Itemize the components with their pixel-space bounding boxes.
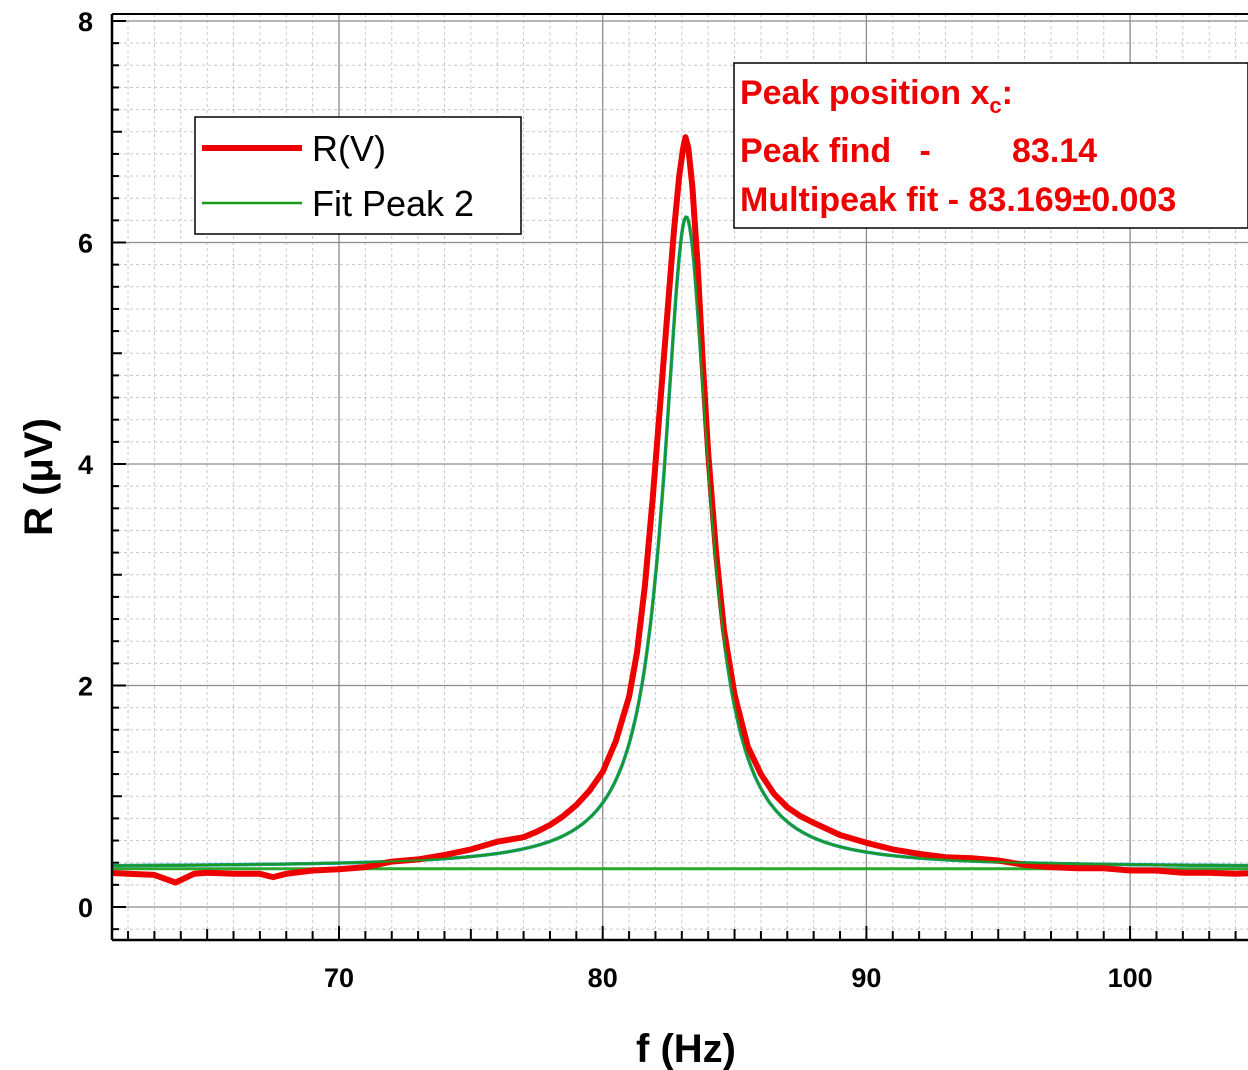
legend-label-r-v: R(V) bbox=[312, 128, 386, 169]
legend: R(V) Fit Peak 2 bbox=[194, 116, 522, 235]
y-tick-labels: 0 2 4 6 8 bbox=[78, 7, 93, 923]
x-tick-label: 80 bbox=[588, 963, 618, 993]
y-tick-label: 2 bbox=[78, 672, 93, 702]
peak-annotation: Peak position xc: Peak find - 83.14 Mult… bbox=[733, 62, 1248, 229]
annotation-peak-find-label: Peak find - bbox=[740, 132, 931, 170]
annotation-title: Peak position xc: bbox=[740, 74, 1013, 118]
x-axis-title: f (Hz) bbox=[636, 1027, 736, 1070]
y-tick-label: 6 bbox=[78, 229, 93, 259]
annotation-multipeak-fit: Multipeak fit - 83.169±0.003 bbox=[740, 181, 1176, 219]
fit-peak-2-line bbox=[112, 216, 1248, 867]
minor-grid bbox=[112, 14, 1248, 940]
x-tick-label: 90 bbox=[851, 963, 881, 993]
annotation-peak-find-value: 83.14 bbox=[1012, 132, 1097, 170]
annotation-box bbox=[733, 62, 1248, 229]
x-ticks bbox=[127, 926, 1237, 940]
legend-box bbox=[194, 116, 522, 235]
r-v-series-line bbox=[112, 134, 1248, 886]
x-tick-label: 100 bbox=[1108, 963, 1153, 993]
y-tick-label: 4 bbox=[78, 450, 93, 480]
y-axis-title: R (μV) bbox=[17, 418, 61, 536]
x-tick-labels: 70 80 90 100 bbox=[324, 963, 1153, 993]
y-tick-label: 0 bbox=[78, 893, 93, 923]
x-tick-label: 70 bbox=[324, 963, 354, 993]
legend-label-fit-peak-2: Fit Peak 2 bbox=[312, 183, 474, 224]
y-ticks bbox=[112, 20, 126, 931]
y-tick-label: 8 bbox=[78, 7, 93, 37]
